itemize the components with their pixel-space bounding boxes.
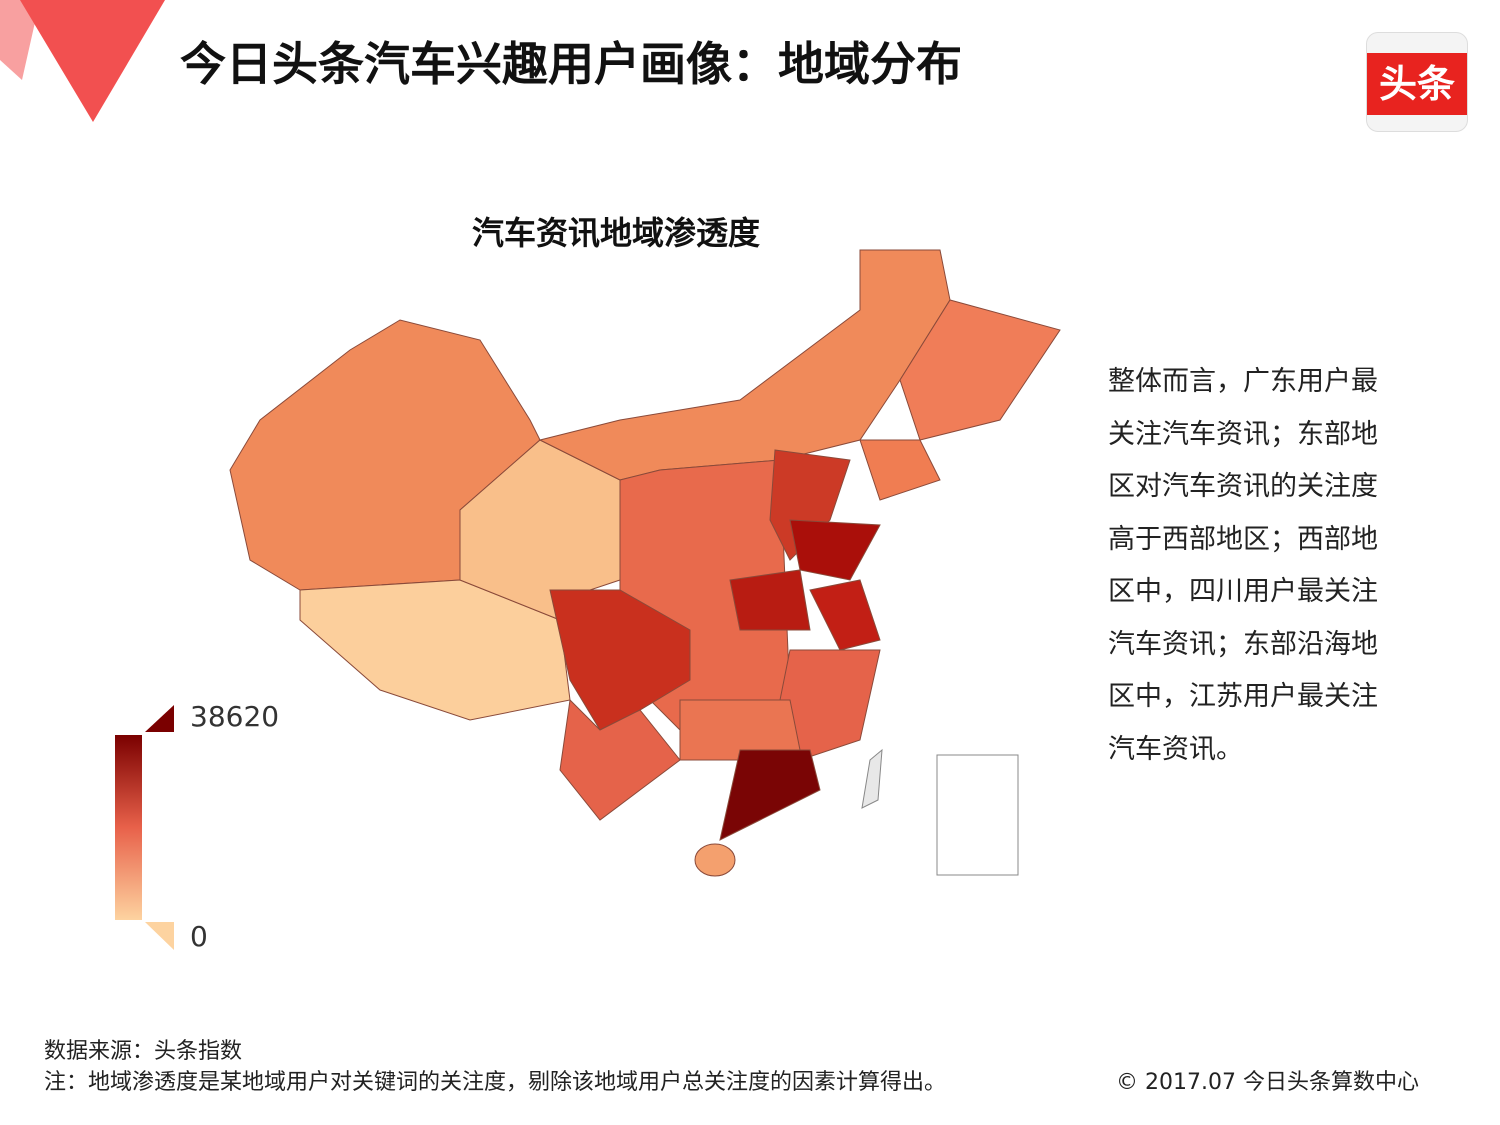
legend-arrow — [145, 922, 174, 950]
description-line: 区中，四川用户最关注 — [1108, 576, 1378, 607]
description-line: 关注汽车资讯；东部地 — [1108, 418, 1378, 450]
china-map — [229, 249, 1061, 877]
title: 今日头条汽车兴趣用户画像：地域分布 — [180, 37, 962, 91]
legend-max: 38620 — [190, 700, 280, 733]
description-line: 区中，江苏用户最关注 — [1108, 681, 1378, 712]
description-line: 高于西部地区；西部地 — [1108, 523, 1378, 555]
source: 数据来源：头条指数 — [44, 1039, 243, 1064]
note: 注：地域渗透度是某地域用户对关键词的关注度，剔除该地域用户总关注度的因素计算得出… — [44, 1070, 947, 1095]
legend-bar — [115, 735, 142, 920]
description-line: 区对汽车资讯的关注度 — [1108, 471, 1378, 502]
description-line: 汽车资讯；东部沿海地 — [1108, 628, 1378, 660]
inset-box — [936, 754, 1019, 876]
description: 整体而言，广东用户最 关注汽车资讯；东部地 区对汽车资讯的关注度 高于西部地区；西部地… — [1108, 356, 1378, 776]
description-line: 汽车资讯。 — [1108, 733, 1243, 765]
description-line: 整体而言，广东用户最 — [1108, 366, 1378, 397]
deco — [0, 0, 40, 80]
copyright: © 2017.07 今日头条算数中心 — [1116, 1070, 1419, 1095]
deco — [20, 0, 165, 122]
legend-arrow — [145, 705, 174, 732]
logo-text: 头条 — [1367, 53, 1467, 115]
map-title: 汽车资讯地域渗透度 — [472, 214, 761, 252]
legend-min: 0 — [190, 920, 208, 953]
logo: 头条 — [1366, 32, 1468, 132]
